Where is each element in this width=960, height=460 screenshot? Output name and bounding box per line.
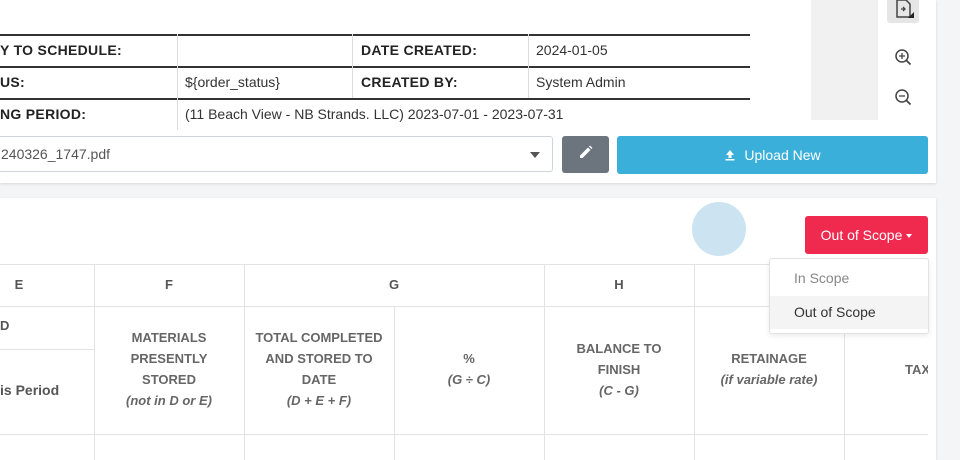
this-period-header: is Period	[0, 382, 60, 398]
scope-button-label: Out of Scope	[820, 227, 903, 243]
status-label: US:	[0, 74, 26, 90]
retainage-header: RETAINAGE (if variable rate)	[720, 351, 818, 387]
document-preview-panel	[811, 0, 878, 120]
date-created-label: DATE CREATED:	[361, 42, 478, 58]
scope-dropdown-button[interactable]: Out of Scope	[805, 216, 928, 254]
column-header-e: E	[14, 277, 24, 292]
caret-down-icon	[906, 234, 913, 239]
billing-period-label: NG PERIOD:	[0, 106, 87, 122]
file-select[interactable]: 240326_1747.pdf	[0, 136, 553, 172]
menu-item-out-of-scope[interactable]: Out of Scope	[770, 296, 928, 329]
upload-icon	[724, 137, 736, 175]
column-header-d-partial: D	[0, 318, 10, 333]
column-header-g: G	[388, 277, 400, 292]
file-select-value: 240326_1747.pdf	[1, 146, 110, 162]
column-header-h: H	[614, 277, 624, 292]
upload-new-label: Upload New	[744, 147, 821, 163]
zoom-out-button[interactable]	[887, 83, 919, 111]
scope-dropdown-menu: In Scope Out of Scope	[769, 258, 929, 334]
apply-to-schedule-label: Y TO SCHEDULE:	[0, 42, 122, 58]
zoom-out-icon	[895, 89, 912, 106]
created-by-value: System Admin	[536, 74, 626, 90]
status-value: ${order_status}	[185, 74, 280, 90]
percent-complete-header: % (G ÷ C)	[447, 351, 491, 387]
info-row: Y TO SCHEDULE: DATE CREATED: 2024-01-05	[0, 34, 750, 66]
billing-period-value: (11 Beach View - NB Strands. LLC) 2023-0…	[185, 106, 564, 122]
info-row: NG PERIOD: (11 Beach View - NB Strands. …	[0, 98, 750, 130]
tax-header: TAX	[905, 362, 928, 377]
balance-to-finish-header: BALANCE TO FINISH (C - G)	[576, 341, 662, 398]
schedule-table-card: Out of Scope In Scope Out of Scope E F G…	[0, 198, 936, 460]
order-info-card: Y TO SCHEDULE: DATE CREATED: 2024-01-05 …	[0, 0, 936, 183]
cursor-highlight	[692, 202, 746, 256]
created-by-label: CREATED BY:	[361, 74, 458, 90]
file-swap-icon	[896, 0, 914, 18]
chevron-down-icon	[530, 152, 540, 158]
zoom-in-icon	[895, 49, 912, 66]
upload-new-button[interactable]: Upload New	[617, 136, 928, 174]
zoom-in-button[interactable]	[887, 43, 919, 71]
total-completed-header: TOTAL COMPLETED AND STORED TO DATE (D + …	[255, 330, 383, 408]
info-row: US: ${order_status} CREATED BY: System A…	[0, 66, 750, 98]
pencil-icon	[580, 145, 593, 158]
file-swap-button[interactable]	[887, 0, 919, 23]
schedule-of-values-table: E F G H D is Period MATERIALS PRESENTLY …	[0, 264, 928, 460]
date-created-value: 2024-01-05	[536, 42, 608, 58]
menu-item-in-scope[interactable]: In Scope	[794, 270, 850, 286]
edit-button[interactable]	[562, 136, 609, 173]
materials-stored-header: MATERIALS PRESENTLY STORED (not in D or …	[126, 330, 212, 408]
column-header-f: F	[165, 277, 173, 292]
